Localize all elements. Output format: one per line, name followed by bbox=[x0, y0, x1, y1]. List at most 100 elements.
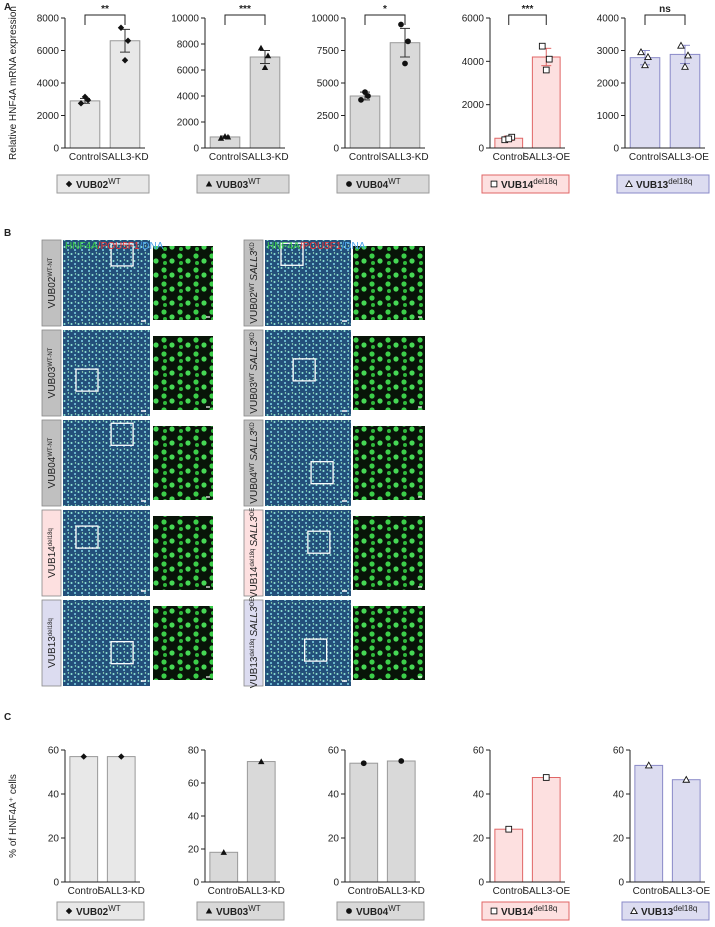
y-tick-label: 8000 bbox=[37, 14, 60, 25]
row-label: VUB14del18q bbox=[47, 528, 58, 578]
data-point bbox=[681, 62, 689, 70]
bar bbox=[671, 779, 701, 883]
zoom-frame bbox=[310, 461, 334, 485]
bar bbox=[69, 100, 101, 149]
cell-line-name: VUB03 bbox=[216, 180, 249, 191]
row-label-gene-sup: OE bbox=[250, 598, 256, 607]
bar bbox=[531, 777, 561, 883]
micrograph bbox=[63, 510, 150, 596]
data-point bbox=[405, 38, 411, 45]
cell-line-name: VUB02 bbox=[76, 180, 109, 191]
significance-bracket bbox=[644, 14, 686, 25]
legend-marker bbox=[205, 907, 213, 914]
row-label-strip bbox=[243, 509, 264, 597]
cell-line-box bbox=[336, 901, 425, 921]
cell-line-label: VUB13del18q bbox=[636, 177, 692, 192]
bar bbox=[349, 762, 379, 883]
row-label-strip bbox=[243, 419, 264, 507]
data-point bbox=[637, 47, 645, 56]
x-tick-label: SALL3-OE bbox=[522, 886, 570, 897]
row-label: VUB13del18q bbox=[47, 618, 58, 668]
row-label-strip bbox=[243, 239, 264, 327]
y-tick-label: 1000 bbox=[597, 111, 620, 122]
zoom-frame bbox=[304, 638, 328, 662]
zoom-frame bbox=[307, 530, 331, 554]
micrograph-zoom bbox=[353, 336, 425, 410]
y-tick-label: 20 bbox=[613, 834, 625, 845]
cell-line-box bbox=[616, 174, 710, 194]
row-label-strip bbox=[41, 599, 62, 687]
y-tick-label: 20 bbox=[48, 834, 60, 845]
y-tick-label: 6000 bbox=[177, 66, 200, 77]
y-tick-label: 7500 bbox=[317, 46, 340, 57]
cell-line-name: VUB13 bbox=[636, 180, 669, 191]
stain-legend-part: /POU5F1 bbox=[300, 241, 342, 252]
y-tick-label: 80 bbox=[188, 746, 200, 757]
x-tick-label: Control bbox=[69, 152, 101, 163]
legend-marker bbox=[490, 180, 498, 188]
y-tick-label: 20 bbox=[473, 834, 485, 845]
y-tick-label: 60 bbox=[473, 746, 485, 757]
cell-line-label: VUB02WT bbox=[76, 904, 121, 919]
row-label-strip bbox=[41, 509, 62, 597]
micrograph-zoom bbox=[353, 246, 425, 320]
y-tick-label: 60 bbox=[188, 779, 200, 790]
data-point bbox=[261, 64, 269, 70]
x-tick-label: Control bbox=[633, 886, 665, 897]
data-point bbox=[542, 774, 550, 781]
significance-label: * bbox=[383, 4, 387, 15]
cell-line-box bbox=[196, 174, 290, 194]
significance-label: ns bbox=[659, 4, 671, 15]
row-label-sup: WT bbox=[250, 372, 256, 382]
row-label-name: VUB03 bbox=[47, 366, 58, 398]
legend-marker bbox=[205, 180, 213, 187]
panel-label: B bbox=[4, 228, 11, 239]
micrograph-zoom bbox=[153, 606, 213, 680]
row-label: VUB14del18q SALL3OE bbox=[249, 508, 260, 598]
data-point bbox=[545, 55, 553, 63]
row-label-sup: del18q bbox=[250, 548, 256, 566]
row-label-name: VUB14 bbox=[47, 546, 58, 578]
y-tick-label: 20 bbox=[188, 845, 200, 856]
cell-line-label: VUB02WT bbox=[76, 177, 121, 192]
data-point bbox=[644, 761, 653, 769]
cell-line-sup: WT bbox=[108, 177, 121, 186]
cell-line-sup: del18q bbox=[668, 177, 692, 186]
bar bbox=[106, 756, 136, 883]
significance-label: *** bbox=[239, 4, 251, 15]
data-point bbox=[398, 758, 405, 764]
y-tick-label: 10000 bbox=[171, 14, 199, 25]
row-label-gene-sup: KD bbox=[250, 332, 256, 341]
micrograph bbox=[63, 420, 150, 506]
bar bbox=[386, 760, 416, 883]
significance-bracket bbox=[364, 14, 406, 25]
row-label-name: VUB03 bbox=[249, 382, 260, 414]
y-tick-label: 2000 bbox=[177, 118, 200, 129]
x-tick-label: SALL3-KD bbox=[381, 152, 428, 163]
cell-line-box bbox=[56, 901, 145, 921]
micrograph bbox=[265, 600, 351, 686]
y-tick-label: 4000 bbox=[597, 14, 620, 25]
bar bbox=[669, 53, 701, 149]
legend-marker bbox=[346, 908, 352, 914]
cell-line-box bbox=[336, 174, 430, 194]
cell-line-sup: WT bbox=[248, 904, 261, 913]
y-tick-label: 0 bbox=[478, 144, 484, 155]
y-tick-label: 40 bbox=[188, 812, 200, 823]
cell-line-sup: WT bbox=[108, 904, 121, 913]
y-tick-label: 0 bbox=[333, 878, 339, 889]
data-point bbox=[257, 44, 265, 51]
data-point bbox=[220, 849, 227, 855]
row-label-sup: WT bbox=[250, 282, 256, 292]
y-tick-label: 4000 bbox=[37, 79, 60, 90]
micrograph-zoom bbox=[153, 336, 213, 410]
zoom-frame bbox=[110, 641, 134, 665]
row-label-gene: SALL3 bbox=[249, 340, 260, 370]
y-tick-label: 0 bbox=[53, 144, 59, 155]
zoom-frame bbox=[110, 422, 134, 446]
row-label-gene: SALL3 bbox=[249, 516, 260, 546]
stain-legend-part: HNF4A bbox=[267, 241, 300, 252]
data-point bbox=[677, 41, 685, 49]
row-label-gene-sup: KD bbox=[250, 422, 256, 431]
